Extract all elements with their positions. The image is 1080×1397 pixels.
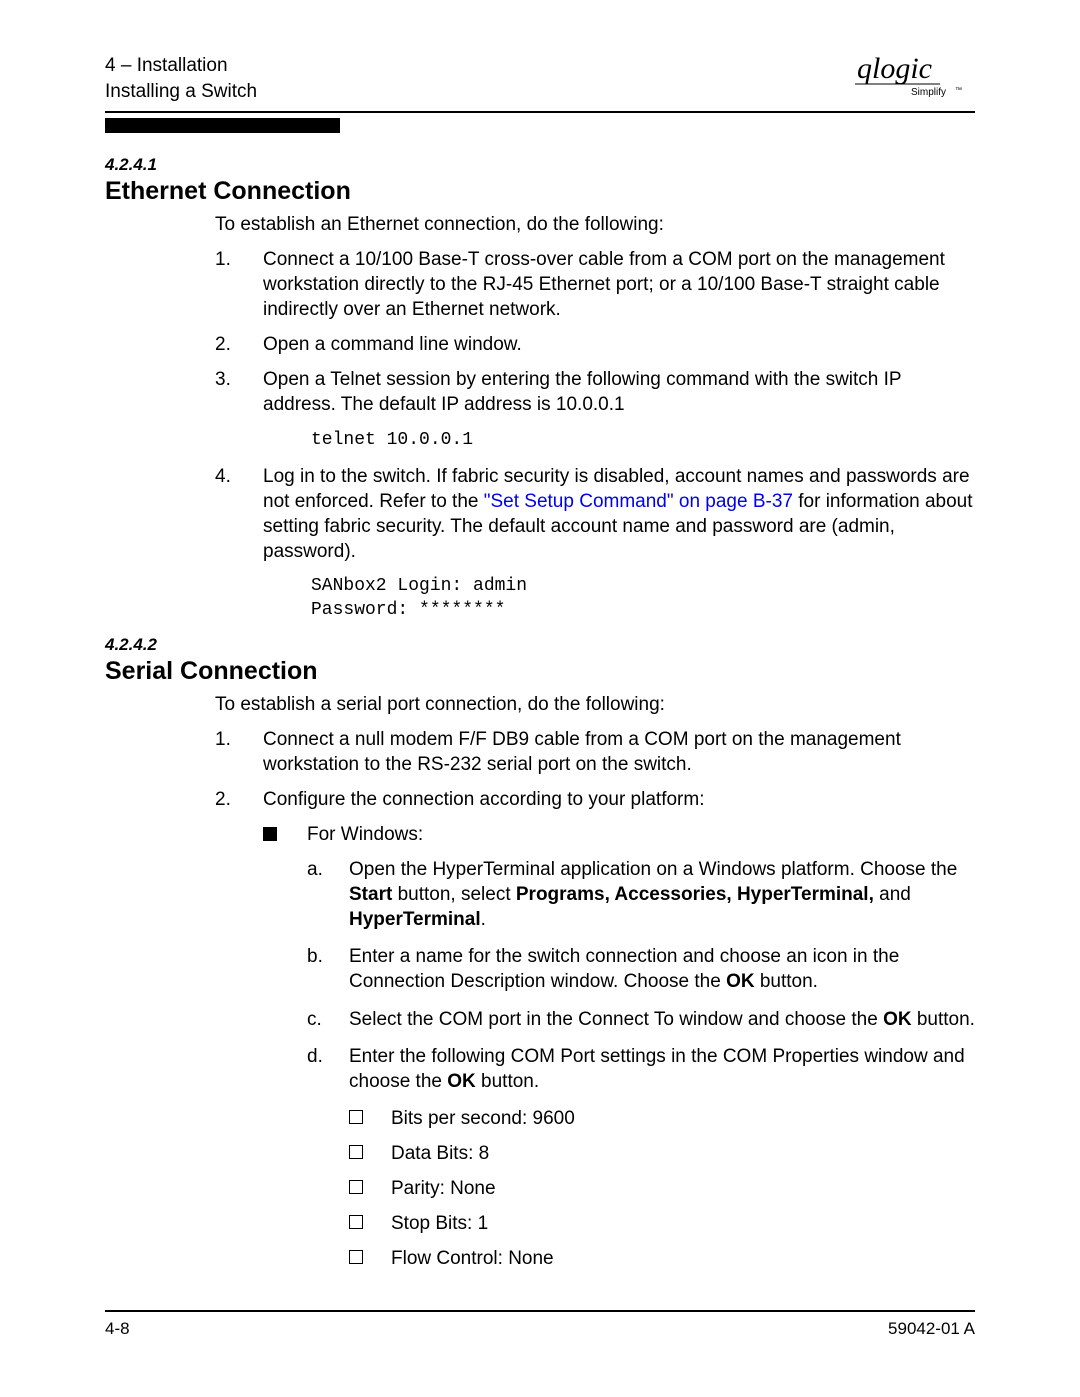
sub-letter: a.: [307, 857, 349, 932]
page-header: 4 – Installation Installing a Switch: [105, 55, 975, 103]
list-number: 2.: [215, 787, 263, 812]
square-bullet-icon: [263, 827, 277, 841]
qlogic-logo: qlogic Simplify ™: [855, 50, 975, 100]
checkbox-label: Parity: None: [391, 1176, 496, 1201]
checkbox-icon: [349, 1180, 363, 1194]
sub-list-item: b. Enter a name for the switch connectio…: [307, 944, 975, 994]
list-text: Open a command line window.: [263, 332, 975, 357]
list-item: 2. Open a command line window.: [215, 332, 975, 357]
sub-text: Select the COM port in the Connect To wi…: [349, 1007, 975, 1032]
ordered-list: 4. Log in to the switch. If fabric secur…: [215, 464, 975, 564]
sub-ordered-list: a. Open the HyperTerminal application on…: [307, 857, 975, 1094]
checkbox-item: Bits per second: 9600: [349, 1106, 975, 1131]
list-text: Log in to the switch. If fabric security…: [263, 464, 975, 564]
page-body: 4.2.4.1 Ethernet Connection To establish…: [105, 155, 975, 1281]
list-item: 1. Connect a 10/100 Base-T cross-over ca…: [215, 247, 975, 322]
text-run: .: [481, 909, 486, 930]
checkbox-item: Stop Bits: 1: [349, 1211, 975, 1236]
sub-list-item: a. Open the HyperTerminal application on…: [307, 857, 975, 932]
sub-letter: d.: [307, 1044, 349, 1094]
text-run: button.: [755, 971, 818, 992]
checkbox-icon: [349, 1110, 363, 1124]
checkbox-item: Flow Control: None: [349, 1246, 975, 1271]
checkbox-label: Flow Control: None: [391, 1246, 554, 1271]
svg-text:qlogic: qlogic: [857, 52, 932, 85]
footer-rule: [105, 1310, 975, 1312]
text-run: Open the HyperTerminal application on a …: [349, 859, 957, 880]
bullet-item: For Windows:: [263, 822, 975, 847]
ordered-list: 1. Connect a 10/100 Base-T cross-over ca…: [215, 247, 975, 417]
sub-letter: b.: [307, 944, 349, 994]
checkbox-icon: [349, 1215, 363, 1229]
bold-run: Start: [349, 884, 392, 905]
checkbox-icon: [349, 1145, 363, 1159]
sub-list-item: d. Enter the following COM Port settings…: [307, 1044, 975, 1094]
page: 4 – Installation Installing a Switch qlo…: [0, 0, 1080, 1397]
text-run: button.: [912, 1009, 975, 1030]
checkbox-label: Bits per second: 9600: [391, 1106, 575, 1131]
text-run: button.: [476, 1071, 539, 1092]
section-number: 4.2.4.2: [105, 635, 975, 655]
bullet-text: For Windows:: [307, 822, 423, 847]
svg-text:Simplify: Simplify: [911, 87, 946, 98]
text-run: Select the COM port in the Connect To wi…: [349, 1009, 883, 1030]
svg-text:™: ™: [955, 87, 962, 94]
sub-text: Open the HyperTerminal application on a …: [349, 857, 975, 932]
section-intro: To establish an Ethernet connection, do …: [215, 212, 975, 237]
bold-run: OK: [447, 1071, 476, 1092]
code-block: SANbox2 Login: admin Password: ********: [311, 574, 975, 623]
list-text: Open a Telnet session by entering the fo…: [263, 367, 975, 417]
section-number: 4.2.4.1: [105, 155, 975, 175]
bold-run: OK: [883, 1009, 912, 1030]
checkbox-label: Stop Bits: 1: [391, 1211, 488, 1236]
checkbox-item: Parity: None: [349, 1176, 975, 1201]
section-title: Ethernet Connection: [105, 177, 975, 206]
ordered-list: 1. Connect a null modem F/F DB9 cable fr…: [215, 727, 975, 812]
code-block: telnet 10.0.0.1: [311, 428, 975, 452]
list-number: 3.: [215, 367, 263, 417]
list-item: 3. Open a Telnet session by entering the…: [215, 367, 975, 417]
text-run: and: [874, 884, 911, 905]
list-item: 1. Connect a null modem F/F DB9 cable fr…: [215, 727, 975, 777]
text-run: Enter the following COM Port settings in…: [349, 1046, 965, 1092]
footer-page-number: 4-8: [105, 1319, 130, 1339]
footer-doc-id: 59042-01 A: [888, 1319, 975, 1339]
header-rule: [105, 111, 975, 113]
list-number: 1.: [215, 727, 263, 777]
sub-text: Enter a name for the switch connection a…: [349, 944, 975, 994]
checkbox-label: Data Bits: 8: [391, 1141, 489, 1166]
sub-text: Enter the following COM Port settings in…: [349, 1044, 975, 1094]
list-item: 4. Log in to the switch. If fabric secur…: [215, 464, 975, 564]
list-number: 4.: [215, 464, 263, 564]
checkbox-list: Bits per second: 9600 Data Bits: 8 Parit…: [349, 1106, 975, 1271]
list-item: 2. Configure the connection according to…: [215, 787, 975, 812]
bold-run: OK: [726, 971, 755, 992]
section-intro: To establish a serial port connection, d…: [215, 692, 975, 717]
list-number: 2.: [215, 332, 263, 357]
section-title: Serial Connection: [105, 657, 975, 686]
header-blackbar: [105, 118, 340, 133]
text-run: button, select: [392, 884, 516, 905]
cross-ref-link[interactable]: "Set Setup Command" on page B-37: [484, 491, 793, 512]
list-text: Connect a null modem F/F DB9 cable from …: [263, 727, 975, 777]
header-chapter: 4 – Installation: [105, 55, 975, 77]
sub-list-item: c. Select the COM port in the Connect To…: [307, 1007, 975, 1032]
checkbox-item: Data Bits: 8: [349, 1141, 975, 1166]
list-text: Connect a 10/100 Base-T cross-over cable…: [263, 247, 975, 322]
sub-letter: c.: [307, 1007, 349, 1032]
bold-run: Programs, Accessories, HyperTerminal,: [516, 884, 874, 905]
header-section: Installing a Switch: [105, 81, 975, 103]
list-number: 1.: [215, 247, 263, 322]
list-text: Configure the connection according to yo…: [263, 787, 975, 812]
bold-run: HyperTerminal: [349, 909, 481, 930]
checkbox-icon: [349, 1250, 363, 1264]
